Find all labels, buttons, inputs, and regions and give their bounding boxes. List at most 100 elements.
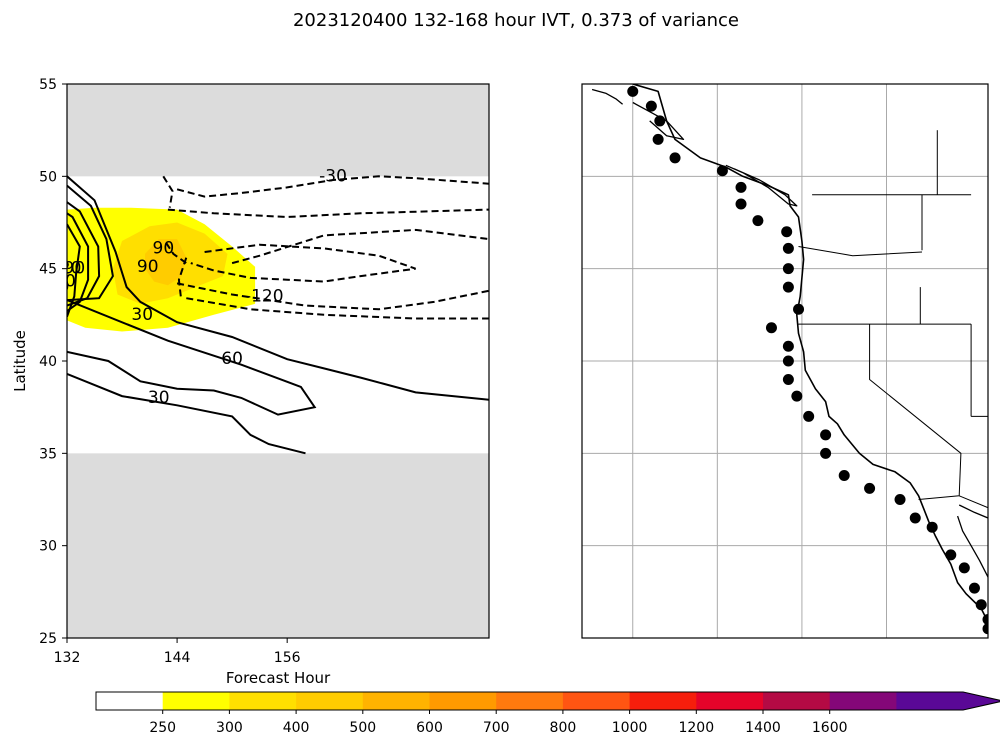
masked-region-north xyxy=(67,84,489,177)
colorbar-tick-label: 1600 xyxy=(812,720,848,736)
colorbar-segment xyxy=(96,692,164,710)
ar-landfall-point xyxy=(958,562,970,574)
ar-landfall-point xyxy=(781,226,793,238)
coastline-island xyxy=(591,88,624,105)
colorbar-tick-label: 1400 xyxy=(745,720,781,736)
contour-label: -120 xyxy=(245,286,284,306)
ar-landfall-point xyxy=(982,623,988,635)
coastline-island xyxy=(725,164,798,207)
contour-line--30 xyxy=(162,175,174,208)
colorbar: 250 300 400 500 600 700 800 1000 1200 1400 1600 xyxy=(95,691,1000,736)
ar-landfall-point xyxy=(752,215,764,227)
x-axis-label: Forecast Hour xyxy=(226,669,331,687)
y-axis-label: Latitude xyxy=(11,330,29,392)
colorbar-segment xyxy=(296,692,364,710)
ar-landfall-point xyxy=(716,165,728,177)
colorbar-segment xyxy=(496,692,564,710)
contour-label-bg xyxy=(38,278,69,296)
ar-landfall-point xyxy=(926,521,938,533)
ar-landfall-point xyxy=(968,582,980,594)
colorbar-tick-label: 300 xyxy=(216,720,243,736)
x-tick-label: 132 xyxy=(54,650,81,666)
x-tick-label: 156 xyxy=(274,650,301,666)
contour-line-60 xyxy=(67,299,317,416)
ar-landfall-point xyxy=(791,390,803,402)
ar-landfall-point xyxy=(669,152,681,164)
ar-landfall-point xyxy=(782,355,794,367)
y-tick-label: 35 xyxy=(39,446,57,462)
colorbar-segment xyxy=(829,692,897,710)
contour-label: 120 xyxy=(49,259,81,279)
coastline-baja-east xyxy=(956,515,988,579)
colorbar-segment xyxy=(229,692,297,710)
ar-landfall-point xyxy=(627,85,639,97)
contour-line--150 xyxy=(176,282,489,311)
colorbar-tick-label: 500 xyxy=(349,720,376,736)
ar-landfall-point xyxy=(782,340,794,352)
colorbar-segment xyxy=(162,692,230,710)
coastline-island xyxy=(632,101,685,141)
ar-landfall-point xyxy=(652,133,664,145)
figure-title: 2023120400 132-168 hour IVT, 0.373 of va… xyxy=(293,10,739,31)
masked-region-south xyxy=(67,453,489,638)
contour-line--30 xyxy=(176,175,489,198)
colorbar-segment xyxy=(362,692,431,710)
ar-landfall-point xyxy=(735,181,747,193)
x-tick-label: 144 xyxy=(164,650,191,666)
colorbar-segment xyxy=(696,692,764,710)
contour-line--60 xyxy=(167,208,489,219)
contour-line-30 xyxy=(67,175,489,401)
colorbar-segment xyxy=(429,692,497,710)
coastline xyxy=(632,84,988,624)
map-panel xyxy=(581,83,989,639)
ar-landfall-point xyxy=(782,263,794,275)
colorbar-tick-label: 1000 xyxy=(612,720,648,736)
contour-label: 90 xyxy=(153,238,175,258)
contour-label: 30 xyxy=(131,305,153,325)
ar-landfall-point xyxy=(820,447,832,459)
colorbar-tick-label: 600 xyxy=(416,720,443,736)
colorbar-segment xyxy=(629,692,697,710)
colorbar-outline xyxy=(95,691,1000,711)
colorbar-tick-label: 400 xyxy=(283,720,310,736)
colorbar-tick-label: 250 xyxy=(149,720,176,736)
ar-landfall-point xyxy=(945,549,957,561)
y-tick-label: 30 xyxy=(39,539,57,555)
ar-landfall-point xyxy=(894,494,906,505)
ar-landfall-point xyxy=(838,469,850,481)
contour-label: 150 xyxy=(43,272,75,292)
state-border xyxy=(959,495,988,509)
contour-line--90 xyxy=(165,242,187,264)
contour-line--180 xyxy=(186,297,489,320)
contour-label: 90 xyxy=(64,259,86,279)
ar-landfall-point xyxy=(793,303,805,315)
colorbar-extend-arrow xyxy=(896,692,1000,710)
ar-landfall-point xyxy=(645,100,657,112)
ar-landfall-point xyxy=(975,599,987,611)
y-tick-label: 45 xyxy=(39,262,57,278)
colorbar-tick-label: 700 xyxy=(483,720,510,736)
ar-landfall-point xyxy=(982,614,988,626)
ar-landfall-point xyxy=(765,322,777,334)
state-border xyxy=(798,246,923,257)
ar-landfall-point xyxy=(820,429,832,441)
ar-landfall-point xyxy=(782,281,794,293)
ar-landfall-point xyxy=(782,242,794,254)
colorbar-segment xyxy=(763,692,831,710)
contour-line--210 xyxy=(177,257,188,297)
y-tick-label: 55 xyxy=(39,77,57,93)
coastline-mainland-mexico xyxy=(958,504,988,519)
contour-label: 90 xyxy=(137,257,159,277)
ar-landfall-point xyxy=(803,410,815,422)
colorbar-tick-label: 1200 xyxy=(678,720,714,736)
contour-label: 30 xyxy=(148,388,170,408)
y-tick-label: 50 xyxy=(39,169,57,185)
contour-label: -30 xyxy=(319,166,347,186)
ivt-fill-400 xyxy=(145,239,187,286)
colorbar-segment xyxy=(562,692,631,710)
state-border xyxy=(869,324,962,500)
ar-landfall-point xyxy=(909,512,921,524)
y-tick-label: 25 xyxy=(39,631,57,647)
